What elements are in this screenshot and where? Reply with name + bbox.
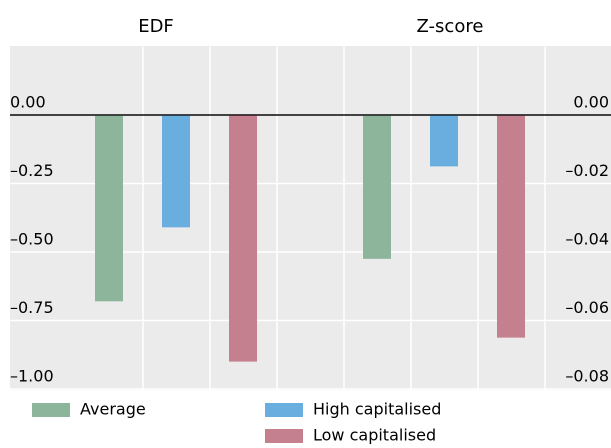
y-tick-label: –1.00 [10,367,54,386]
y-tick-label: –0.75 [10,298,54,317]
legend-swatch [32,403,70,417]
y-tick-label: 0.00 [10,93,46,112]
bar [497,115,525,338]
legend-swatch [265,403,303,417]
panel-title: EDF [138,16,174,37]
panel-title: Z-score [417,16,484,37]
legend-label: Low capitalised [313,426,436,445]
y2-tick-label: –0.04 [565,230,609,249]
y-tick-label: –0.50 [10,230,54,249]
bar [229,115,257,362]
bar [430,115,458,167]
y2-tick-label: –0.02 [565,161,609,180]
bar [363,115,391,259]
legend-label: Average [80,400,146,419]
y-tick-label: –0.25 [10,161,54,180]
y2-tick-label: 0.00 [573,93,609,112]
bar [162,115,190,228]
legend-swatch [265,429,303,443]
legend-label: High capitalised [313,400,441,419]
y2-tick-label: –0.08 [565,367,609,386]
y2-tick-label: –0.06 [565,298,609,317]
bar [95,115,123,302]
